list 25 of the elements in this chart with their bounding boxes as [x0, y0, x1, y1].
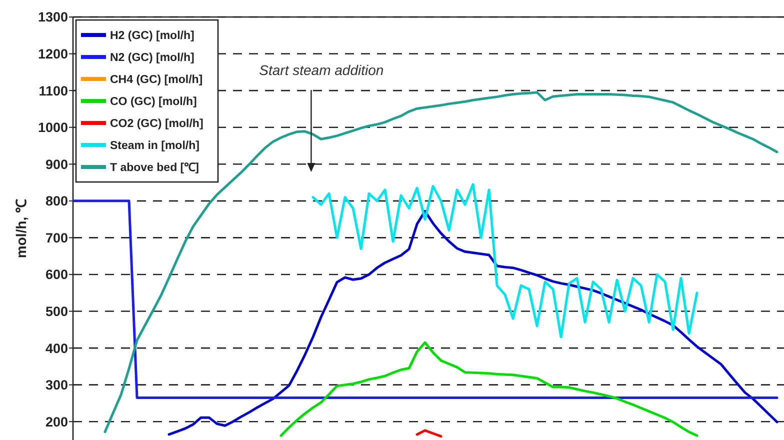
y-tick-label: 600: [45, 267, 68, 282]
y-tick-label: 300: [45, 378, 68, 393]
annotation: Start steam addition: [259, 62, 384, 78]
y-tick-label: 900: [45, 156, 68, 172]
y-tick-label: 1200: [38, 46, 68, 62]
y-tick-label: 400: [45, 340, 68, 356]
y-tick-label: 1000: [38, 120, 68, 136]
legend-label: CO2 (GC) [mol/h]: [110, 118, 204, 130]
legend-label: H2 (GC) [mol/h]: [110, 30, 194, 42]
line-series: [104, 91, 778, 434]
y-tick-label: 700: [45, 230, 68, 246]
y-tick-label: 200: [45, 414, 68, 430]
y-tick-label: 1300: [38, 10, 68, 25]
legend-label: T above bed [℃]: [110, 162, 200, 174]
legend-label: CH4 (GC) [mol/h]: [110, 74, 203, 86]
legend-label: N2 (GC) [mol/h]: [110, 52, 194, 64]
line-series: [168, 210, 778, 436]
y-tick-label: 500: [45, 304, 68, 319]
legend-label: Steam in [mol/h]: [110, 140, 200, 152]
y-tick-label: 800: [45, 194, 68, 209]
line-series: [312, 183, 698, 338]
y-tick-label: 1100: [38, 83, 68, 98]
y-axis-title: mol/h, ℃: [13, 198, 29, 258]
line-series: [280, 341, 698, 437]
legend-label: CO (GC) [mol/h]: [110, 96, 198, 108]
